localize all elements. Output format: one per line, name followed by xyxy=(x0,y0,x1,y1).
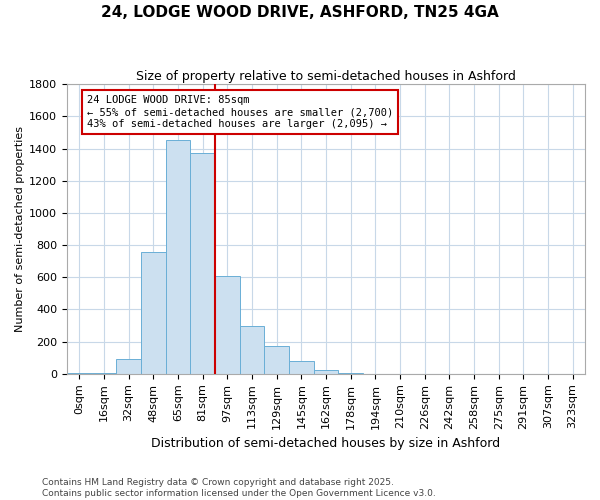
Y-axis label: Number of semi-detached properties: Number of semi-detached properties xyxy=(15,126,25,332)
Bar xyxy=(67,373,92,374)
Bar xyxy=(239,326,265,374)
Bar xyxy=(166,140,190,374)
X-axis label: Distribution of semi-detached houses by size in Ashford: Distribution of semi-detached houses by … xyxy=(151,437,500,450)
Bar xyxy=(190,154,215,374)
Text: 24, LODGE WOOD DRIVE, ASHFORD, TN25 4GA: 24, LODGE WOOD DRIVE, ASHFORD, TN25 4GA xyxy=(101,5,499,20)
Text: Contains HM Land Registry data © Crown copyright and database right 2025.
Contai: Contains HM Land Registry data © Crown c… xyxy=(42,478,436,498)
Bar xyxy=(289,361,314,374)
Bar xyxy=(338,373,363,374)
Bar xyxy=(141,252,166,374)
Title: Size of property relative to semi-detached houses in Ashford: Size of property relative to semi-detach… xyxy=(136,70,516,83)
Bar xyxy=(314,370,338,374)
Text: 24 LODGE WOOD DRIVE: 85sqm
← 55% of semi-detached houses are smaller (2,700)
43%: 24 LODGE WOOD DRIVE: 85sqm ← 55% of semi… xyxy=(87,96,393,128)
Bar xyxy=(265,346,289,374)
Bar xyxy=(215,276,239,374)
Bar xyxy=(92,373,116,374)
Bar xyxy=(116,360,141,374)
